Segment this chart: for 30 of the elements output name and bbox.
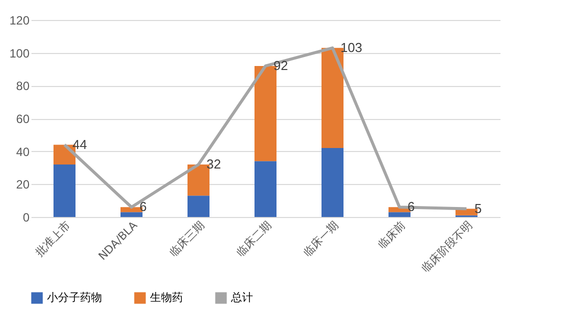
data-label: 32: [206, 156, 221, 172]
y-tick-label: 100: [9, 46, 30, 60]
bar: [254, 161, 276, 217]
y-tick-label: 120: [9, 14, 30, 28]
x-tick-label: 临床三期: [166, 218, 207, 260]
y-tick-label: 40: [16, 144, 30, 159]
x-tick-label: 临床前: [375, 218, 408, 252]
y-tick-label: 0: [22, 210, 30, 224]
data-label: 6: [408, 199, 415, 214]
x-tick-label: 临床一期: [300, 218, 341, 260]
x-tick-label: 临床阶段不明: [419, 218, 475, 275]
x-tick-label: 临床二期: [234, 218, 274, 260]
bar: [120, 212, 142, 217]
data-label: 6: [140, 199, 147, 214]
data-label: 44: [72, 136, 87, 152]
legend-label: 小分子药物: [47, 291, 102, 304]
legend-label: 生物药: [150, 291, 183, 304]
data-label: 5: [474, 200, 482, 216]
data-label: 103: [340, 40, 362, 55]
bar: [388, 212, 410, 217]
bar: [322, 148, 344, 217]
y-tick-label: 60: [16, 112, 30, 126]
data-label: 92: [274, 58, 288, 73]
bar: [54, 164, 76, 217]
legend-label: 总计: [230, 291, 253, 304]
x-tick-label: 批准上市: [32, 218, 73, 260]
y-tick-label: 80: [16, 79, 30, 94]
y-tick-label: 20: [16, 178, 30, 192]
bar: [188, 196, 210, 217]
bar: [322, 48, 344, 148]
